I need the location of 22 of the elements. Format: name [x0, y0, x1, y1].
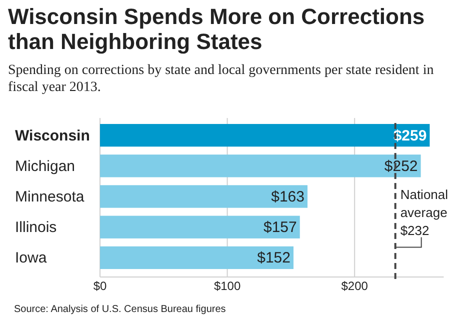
data-label: $157: [263, 219, 297, 236]
chart-title: Wisconsin Spends More on Corrections than Neighboring States: [8, 4, 425, 54]
x-tick-label: $0: [93, 279, 107, 293]
y-tick-label: Minnesota: [15, 188, 85, 206]
data-label: $252: [384, 158, 418, 175]
y-tick-label: Illinois: [15, 219, 57, 236]
source-note: Source: Analysis of U.S. Census Bureau figures: [14, 304, 226, 315]
y-tick-label: Iowa: [15, 250, 48, 267]
data-label: $163: [271, 188, 304, 206]
chart-subtitle: Spending on corrections by state and local governments per state resident in fiscal year 2013.: [8, 63, 434, 95]
bar: [100, 216, 300, 238]
y-tick-label: Michigan: [15, 158, 76, 175]
data-label: $259: [393, 127, 427, 144]
y-tick-label: Wisconsin: [15, 127, 90, 144]
bar: [100, 246, 294, 270]
data-label: $152: [257, 250, 290, 267]
bar: [100, 154, 421, 178]
bar: [100, 185, 308, 208]
x-tick-label: $100: [214, 279, 241, 293]
bar: [100, 124, 430, 147]
ref-line-label: National average $232: [400, 187, 448, 238]
x-tick-label: $200: [341, 279, 368, 293]
